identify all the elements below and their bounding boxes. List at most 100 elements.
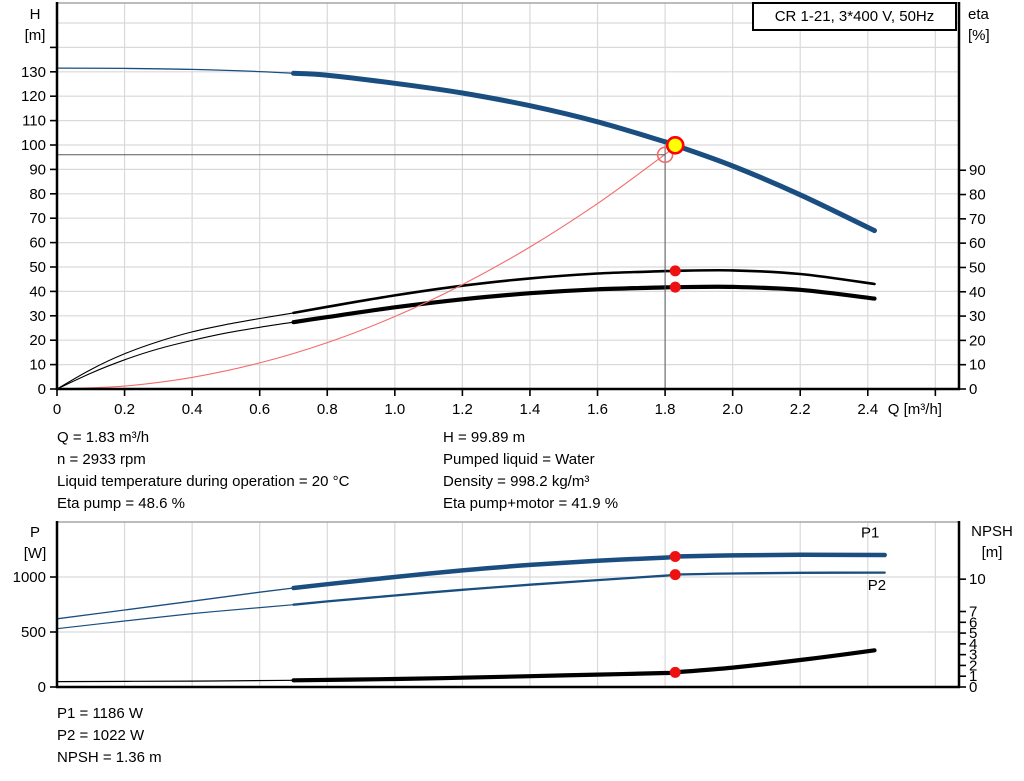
x-tick-label: 2.4 xyxy=(857,401,878,418)
y-left-tick-label: 40 xyxy=(29,283,46,300)
y-right-tick-label: 1 xyxy=(969,668,977,685)
x-axis-title: Q [m³/h] xyxy=(888,401,942,418)
pump-title: CR 1-21, 3*400 V, 50Hz xyxy=(774,8,935,25)
y-left-tick-label: 90 xyxy=(29,161,46,178)
y-left-tick-label: 30 xyxy=(29,308,46,325)
x-tick-label: 2.2 xyxy=(790,401,811,418)
power-npsh-readout: P1 = 1186 W P2 = 1022 W NPSH = 1.36 m xyxy=(57,703,162,769)
y-right-tick-label: 6 xyxy=(969,614,977,631)
p2-curve-label: P2 xyxy=(868,577,886,594)
head-axis-symbol: H xyxy=(29,6,41,23)
y-right-tick-label: 60 xyxy=(969,235,986,252)
y-axis-label-head: H [m] xyxy=(16,4,54,46)
speed-readout: n = 2933 rpm xyxy=(57,451,146,468)
y-left-tick-label: 50 xyxy=(29,259,46,276)
y-right-tick-label: 50 xyxy=(969,259,986,276)
y-right-tick-label: 70 xyxy=(969,211,986,228)
y-right-tick-label: 80 xyxy=(969,187,986,204)
npsh-dot[interactable] xyxy=(669,666,681,678)
power-axis-symbol: P xyxy=(29,524,40,541)
x-tick-label: 0.2 xyxy=(114,401,135,418)
y-left-tick-label: 20 xyxy=(29,332,46,349)
y-left-tick-label: 500 xyxy=(21,624,46,641)
y-right-tick-label: 0 xyxy=(969,679,977,696)
pump-curve xyxy=(291,70,877,234)
x-tick-label: 1.0 xyxy=(384,401,405,418)
y-right-tick-label: 10 xyxy=(969,357,986,374)
flow-readout: Q = 1.83 m³/h xyxy=(57,429,150,446)
pump-title-box: CR 1-21, 3*400 V, 50Hz xyxy=(752,2,957,31)
p1-dot[interactable] xyxy=(669,551,681,563)
y-axis-label-eta: eta [%] xyxy=(968,4,1020,46)
x-tick-label: 1.2 xyxy=(452,401,473,418)
x-tick-label: 0.6 xyxy=(249,401,270,418)
npsh-axis-symbol: NPSH xyxy=(971,523,1013,540)
npsh-readout: NPSH = 1.36 m xyxy=(57,749,162,766)
liquid-temperature-readout: Liquid temperature during operation = 20… xyxy=(57,473,350,490)
p1-curve-thin xyxy=(56,587,294,620)
p2-curve-thin xyxy=(56,604,294,630)
y-right-tick-label: 10 xyxy=(969,571,986,588)
head-readout: H = 99.89 m xyxy=(443,429,526,446)
y-right-tick-label: 7 xyxy=(969,604,977,621)
x-tick-label: 0.8 xyxy=(317,401,338,418)
y-right-tick-label: 0 xyxy=(969,381,977,398)
system-curve-thin xyxy=(56,144,676,390)
y-axis-label-power: P [W] xyxy=(16,522,54,564)
npsh-axis-unit: [m] xyxy=(981,544,1003,561)
y-left-tick-label: 1000 xyxy=(13,569,46,586)
x-tick-label: 1.4 xyxy=(520,401,541,418)
eta-pump-motor-readout: Eta pump+motor = 41.9 % xyxy=(443,495,619,512)
y-right-tick-label: 4 xyxy=(969,636,977,653)
y-left-tick-label: 70 xyxy=(29,210,46,227)
p2-readout: P2 = 1022 W xyxy=(57,727,145,744)
y-right-tick-label: 30 xyxy=(969,308,986,325)
y-left-tick-label: 130 xyxy=(21,64,46,81)
duty-readout-left: Q = 1.83 m³/h n = 2933 rpm Liquid temper… xyxy=(57,427,349,515)
duty-readout-right: H = 99.89 m Pumped liquid = Water Densit… xyxy=(443,427,618,515)
duty-point-requested[interactable] xyxy=(656,146,674,164)
y-left-tick-label: 100 xyxy=(21,137,46,154)
density-readout: Density = 998.2 kg/m³ xyxy=(443,473,590,490)
eta-axis-symbol: eta xyxy=(968,6,989,23)
y-axis-label-npsh: NPSH [m] xyxy=(962,521,1022,563)
y-right-tick-label: 40 xyxy=(969,284,986,301)
pump-curve-thin xyxy=(56,67,294,74)
y-left-tick-label: 60 xyxy=(29,235,46,252)
y-right-tick-label: 5 xyxy=(969,625,977,642)
y-left-tick-label: 0 xyxy=(38,381,46,398)
p1-curve-label: P1 xyxy=(861,524,879,541)
p1-readout: P1 = 1186 W xyxy=(57,705,144,722)
x-tick-label: 0.4 xyxy=(182,401,203,418)
y-left-tick-label: 10 xyxy=(29,357,46,374)
eta-pump-readout: Eta pump = 48.6 % xyxy=(57,495,185,512)
npsh-curve xyxy=(291,648,877,683)
x-tick-label: 1.6 xyxy=(587,401,608,418)
npsh-curve-thin xyxy=(56,679,294,683)
y-left-tick-label: 120 xyxy=(21,88,46,105)
head-axis-unit: [m] xyxy=(24,27,46,44)
x-tick-label: 1.8 xyxy=(655,401,676,418)
eta-pump-motor-curve xyxy=(291,284,877,325)
power-axis-unit: [W] xyxy=(23,545,47,562)
eta-pump-dot[interactable] xyxy=(669,265,681,277)
p1-curve xyxy=(291,552,887,591)
p2-dot[interactable] xyxy=(669,569,681,581)
y-left-tick-label: 110 xyxy=(22,113,46,130)
eta-pump-curve-thin xyxy=(56,312,294,390)
y-right-tick-label: 20 xyxy=(969,332,986,349)
eta-pump-curve xyxy=(292,268,876,315)
duty-point-actual[interactable] xyxy=(665,135,685,155)
eta-pump-motor-curve-thin xyxy=(56,321,294,390)
y-right-tick-label: 90 xyxy=(969,162,986,179)
qh-eta-chart: 0 10 20 30 40 50 60 70 80 90 100 110 120 130 0 10 20 30 40… xyxy=(21,2,986,418)
x-tick-label: 2.0 xyxy=(722,401,743,418)
y-right-tick-label: 2 xyxy=(969,657,977,674)
y-right-tick-label: 3 xyxy=(969,647,977,664)
x-tick-label: 0 xyxy=(53,401,61,418)
eta-axis-unit: [%] xyxy=(968,27,990,44)
pumped-liquid-readout: Pumped liquid = Water xyxy=(443,451,595,468)
eta-pump-motor-dot[interactable] xyxy=(669,281,681,293)
